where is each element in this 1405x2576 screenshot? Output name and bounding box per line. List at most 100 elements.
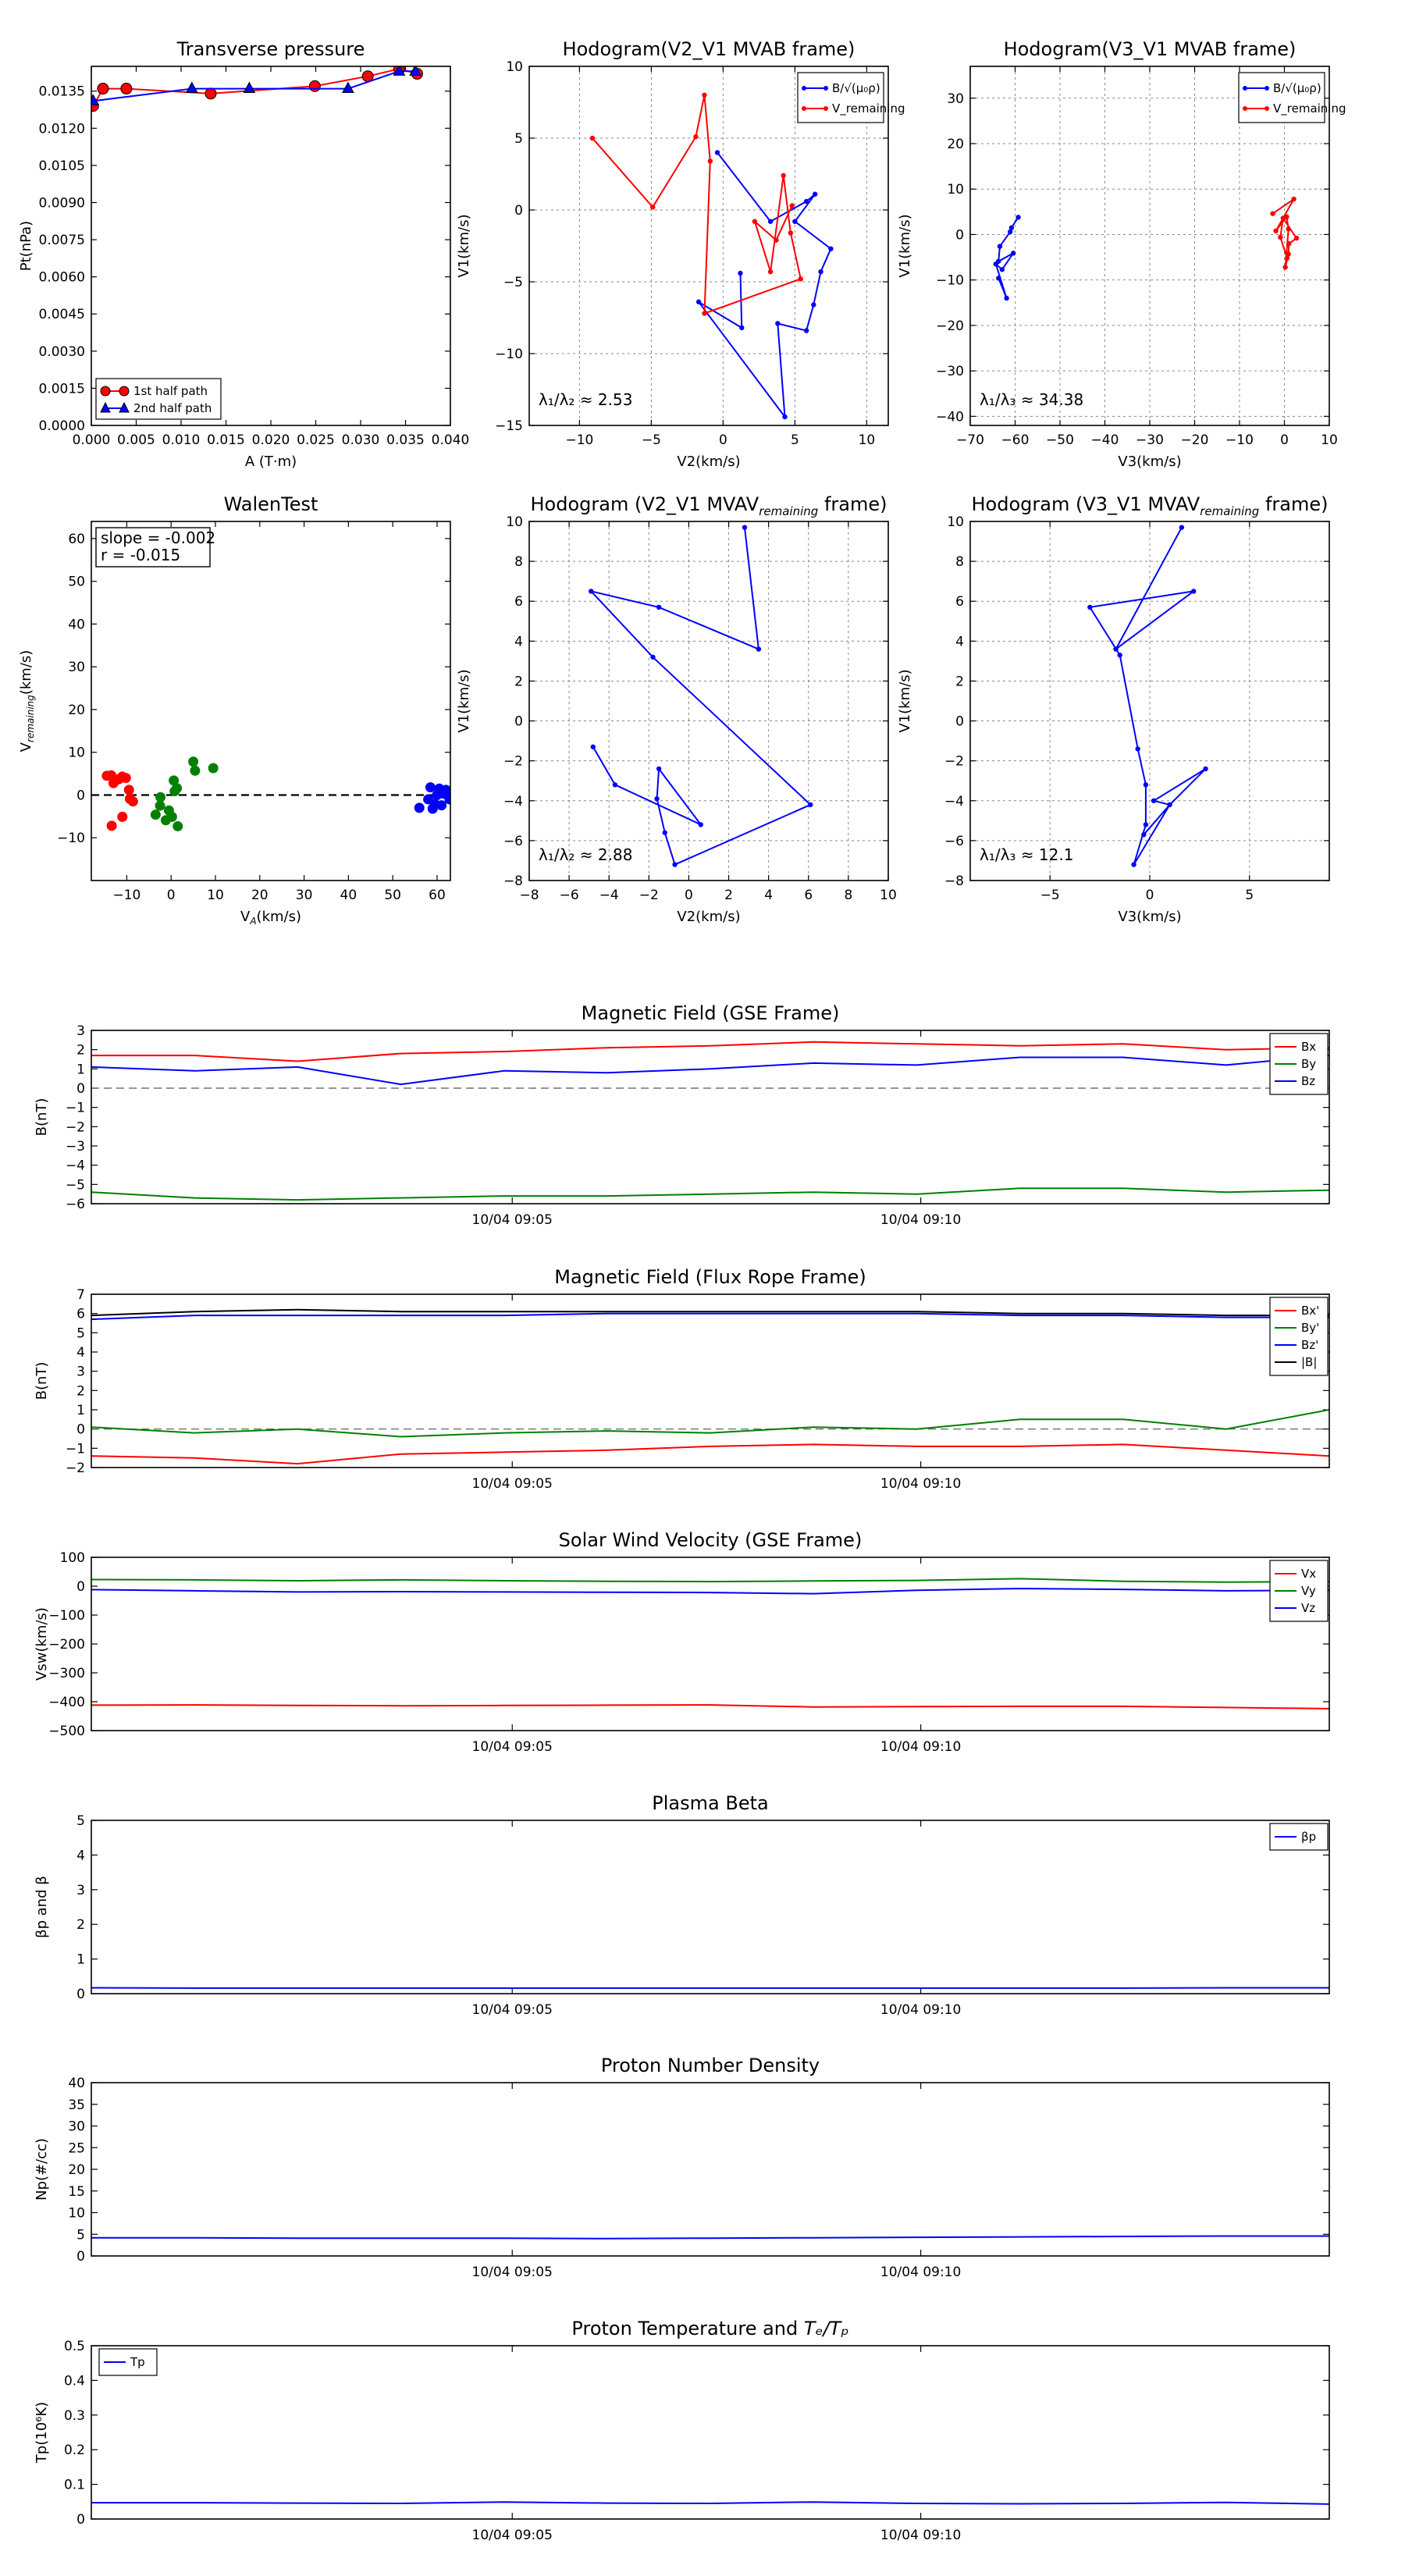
x-axis-label: V3(km/s) bbox=[1118, 909, 1181, 925]
x-tick-label: 0.000 bbox=[73, 432, 111, 448]
y-tick-label: −10 bbox=[57, 831, 85, 846]
y-tick-label: −5 bbox=[503, 275, 523, 290]
x-tick-label: 20 bbox=[251, 888, 269, 903]
y-tick-label: 4 bbox=[955, 634, 964, 649]
y-axis-label: βp and β bbox=[34, 1876, 50, 1938]
x-tick-label: 10/04 09:05 bbox=[472, 2002, 553, 2018]
legend-label: 2nd half path bbox=[133, 401, 212, 415]
legend-marker bbox=[1243, 86, 1247, 91]
plot-frame bbox=[91, 1293, 1330, 1468]
legend-label: V_remaining bbox=[832, 101, 905, 116]
proton-temperature-panel: Proton Temperature and Tₑ/Tₚ 0 0.1 0.2 0.3 0.… bbox=[34, 2318, 1330, 2543]
x-tick-label: 10 bbox=[207, 888, 224, 903]
x-tick-label: 30 bbox=[296, 888, 313, 903]
data-point-triangle bbox=[342, 81, 354, 94]
data-point bbox=[808, 802, 813, 808]
plot-frame bbox=[91, 2345, 1330, 2520]
plot-frame bbox=[528, 521, 889, 881]
series-line-0 bbox=[698, 151, 832, 420]
series-line-bx bbox=[91, 1443, 1330, 1465]
data-point bbox=[117, 811, 128, 822]
data-point bbox=[188, 756, 199, 767]
data-point bbox=[752, 219, 758, 224]
y-tick-label: 1 bbox=[76, 1952, 85, 1968]
y-tick-label: −2 bbox=[66, 1119, 85, 1135]
data-point bbox=[1135, 746, 1140, 752]
y-tick-label: 5 bbox=[76, 1325, 85, 1341]
magnetic-field-gse-panel: Magnetic Field (GSE Frame) −6 −5 −4 −3 −2 −1 0 1… bbox=[34, 1002, 1330, 1228]
data-point-circle bbox=[205, 87, 217, 100]
x-tick-label: 8 bbox=[844, 888, 852, 903]
data-point bbox=[1293, 235, 1300, 241]
x-tick-label: −40 bbox=[1091, 432, 1119, 448]
x-tick-label: 10 bbox=[1321, 432, 1338, 448]
x-tick-label: 0.025 bbox=[297, 432, 335, 448]
data-point bbox=[425, 782, 436, 793]
y-tick-label: 8 bbox=[955, 554, 964, 570]
x-tick-label: 0.035 bbox=[386, 432, 425, 448]
data-point bbox=[781, 173, 786, 179]
y-tick-label: −100 bbox=[48, 1608, 85, 1624]
data-point bbox=[1280, 215, 1286, 221]
x-tick-label: 0.030 bbox=[342, 432, 380, 448]
data-point bbox=[788, 230, 794, 236]
x-tick-label: −2 bbox=[639, 888, 659, 903]
x-tick-label: 10/04 09:10 bbox=[880, 2265, 961, 2280]
y-tick-label: 0.5 bbox=[64, 2339, 85, 2354]
legend-label: Bz' bbox=[1301, 1338, 1318, 1352]
x-tick-label: −60 bbox=[1001, 432, 1030, 448]
x-axis-label: V2(km/s) bbox=[677, 454, 740, 470]
plot-frame bbox=[91, 66, 451, 426]
data-point bbox=[1141, 832, 1147, 838]
y-tick-label: 20 bbox=[68, 703, 85, 718]
data-point bbox=[650, 654, 656, 660]
plot-area bbox=[91, 66, 423, 112]
data-point bbox=[789, 203, 795, 208]
y-tick-label: 4 bbox=[76, 1848, 85, 1863]
plot-frame bbox=[969, 66, 1330, 426]
data-point bbox=[1143, 822, 1149, 827]
y-tick-label: −15 bbox=[495, 418, 523, 434]
legend-label: Bx bbox=[1301, 1040, 1316, 1054]
chart-title: Hodogram(V2_V1 MVAB frame) bbox=[563, 38, 855, 60]
data-point bbox=[812, 191, 818, 197]
data-point bbox=[123, 785, 134, 795]
x-tick-label: 10/04 09:05 bbox=[472, 2528, 553, 2543]
chart-title: Plasma Beta bbox=[652, 1792, 768, 1814]
y-tick-label: 2 bbox=[955, 674, 964, 689]
y-tick-label: −4 bbox=[503, 794, 523, 809]
legend-label: Tp bbox=[130, 2355, 145, 2369]
data-point bbox=[656, 604, 662, 610]
x-tick-label: 4 bbox=[764, 888, 773, 903]
data-point-circle bbox=[308, 80, 321, 92]
legend-marker bbox=[100, 386, 111, 397]
data-point bbox=[106, 820, 117, 831]
y-tick-label: 6 bbox=[514, 594, 523, 610]
y-tick-label: 0.2 bbox=[64, 2443, 85, 2458]
y-axis-label: V1(km/s) bbox=[456, 214, 472, 277]
data-point bbox=[1278, 234, 1283, 240]
data-point bbox=[695, 299, 702, 304]
y-tick-label: 40 bbox=[68, 2076, 85, 2091]
y-axis-label: V1(km/s) bbox=[897, 214, 913, 277]
y-tick-label: −8 bbox=[944, 873, 964, 889]
y-tick-label: −6 bbox=[944, 834, 964, 849]
hodogram-v2-v1-mvab-panel: Hodogram(V2_V1 MVAB frame) −10 −5 0 5 10 −15 −1… bbox=[456, 38, 905, 470]
data-point bbox=[120, 773, 131, 784]
annotation-text: r = -0.015 bbox=[101, 546, 180, 564]
data-point bbox=[1179, 525, 1185, 530]
data-point bbox=[767, 269, 774, 275]
y-tick-label: 0.0030 bbox=[39, 344, 85, 360]
x-tick-label: 10/04 09:05 bbox=[472, 2265, 553, 2280]
data-point bbox=[1286, 240, 1292, 247]
y-tick-label: 6 bbox=[955, 594, 964, 610]
x-tick-label: 40 bbox=[340, 888, 357, 903]
data-point bbox=[698, 822, 703, 827]
x-tick-label: 10/04 09:10 bbox=[880, 1739, 961, 1755]
y-tick-label: 0.0105 bbox=[39, 158, 85, 174]
y-tick-label: −200 bbox=[48, 1637, 85, 1653]
data-point bbox=[589, 589, 594, 594]
x-tick-label: −5 bbox=[642, 432, 661, 448]
y-tick-label: 0 bbox=[76, 1422, 85, 1438]
